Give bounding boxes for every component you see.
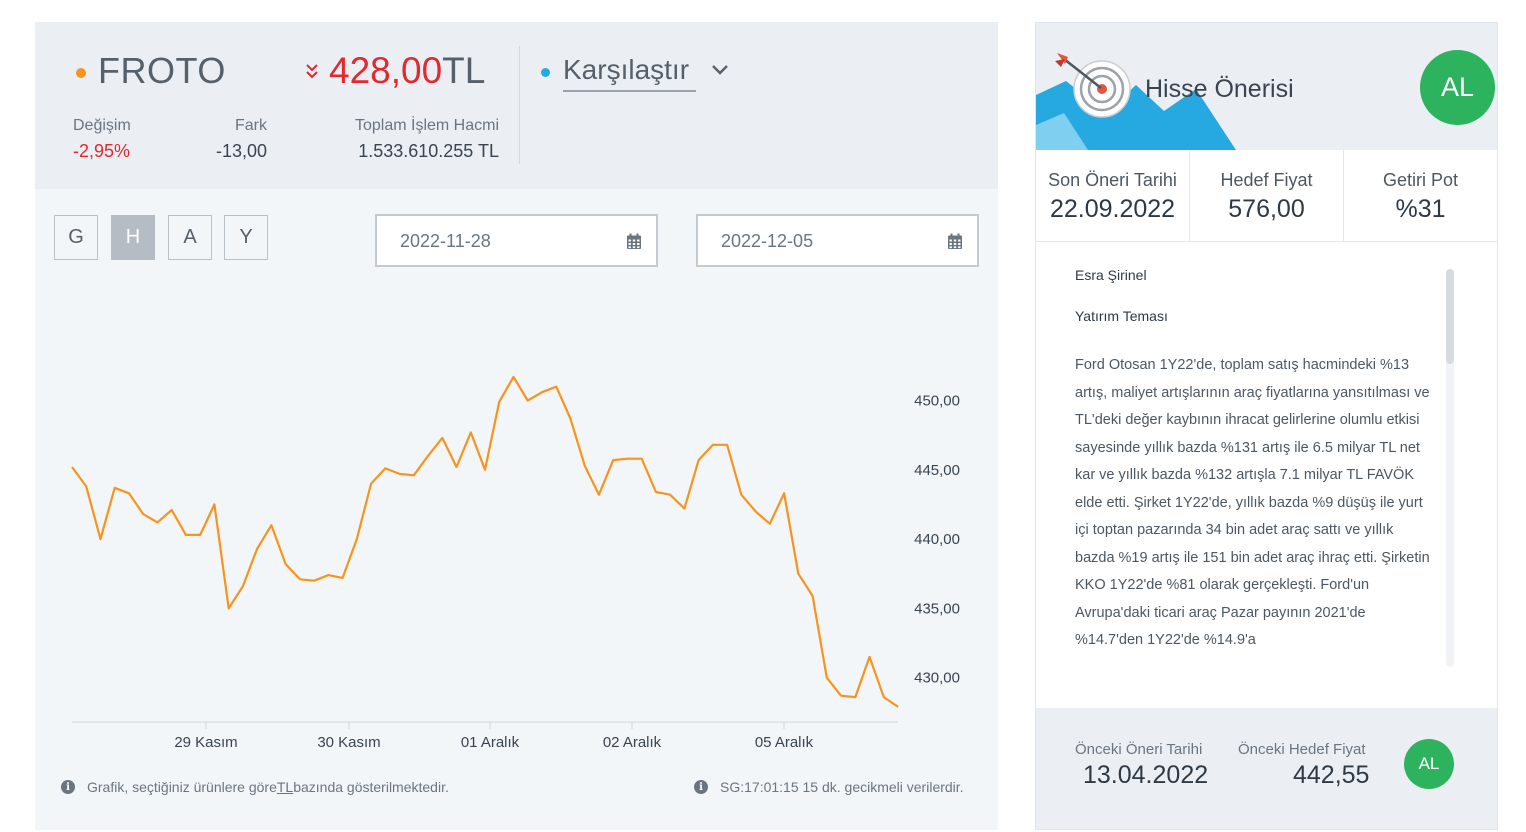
- y-tick-label: 445,00: [914, 462, 960, 479]
- investment-theme-title: Yatırım Teması: [1075, 308, 1168, 324]
- metric-label: Getiri Pot: [1382, 170, 1459, 190]
- data-delay-note: i SG:17:01:15 15 dk. gecikmeli verilerdi…: [694, 779, 964, 795]
- y-tick-label: 440,00: [914, 531, 960, 548]
- recommendation-body[interactable]: Esra Şirinel Yatırım Teması Ford Otosan …: [1036, 242, 1497, 708]
- y-tick-label: 430,00: [914, 670, 960, 687]
- prev-recommendation-badge: AL: [1404, 739, 1454, 789]
- period-button-month[interactable]: A: [168, 215, 212, 260]
- prev-target-value: 442,55: [1293, 761, 1370, 789]
- analyst-name: Esra Şirinel: [1075, 267, 1147, 283]
- period-button-week[interactable]: H: [111, 215, 155, 260]
- metric-last-date: Son Öneri Tarihi 22.09.2022: [1036, 150, 1190, 241]
- note-text-pre: Grafik, seçtiğiniz ürünlere göre: [87, 779, 277, 795]
- x-tick-label: 02 Aralık: [603, 734, 662, 751]
- period-button-year[interactable]: Y: [224, 215, 268, 260]
- target-icon: [1055, 53, 1131, 118]
- price-series-line: [71, 375, 899, 708]
- x-tick-label: 05 Aralık: [755, 734, 814, 751]
- volume-label: Toplam İşlem Hacmi: [354, 117, 499, 134]
- period-button-day[interactable]: G: [54, 215, 98, 260]
- price-line-chart[interactable]: 29 Kasım 30 Kasım 01 Aralık 02 Aralık 05 Ara…: [35, 322, 998, 762]
- price-value: 428,00: [329, 50, 443, 91]
- price-unit: TL: [442, 50, 486, 91]
- scrollbar-track[interactable]: [1446, 269, 1454, 667]
- stock-chart-panel: FROTO 428,00TL Karşılaştır Değişim -2,95…: [35, 22, 998, 830]
- delay-text: SG:17:01:15 15 dk. gecikmeli verilerdir.: [720, 779, 964, 795]
- symbol-dot: [76, 68, 86, 78]
- recommendation-header: Hisse Önerisi AL: [1036, 23, 1497, 150]
- scrollbar-thumb[interactable]: [1446, 269, 1454, 364]
- end-date-input[interactable]: 2022-12-05: [696, 214, 979, 267]
- metric-label: Hedef Fiyat: [1220, 170, 1313, 190]
- change-value: -2,95%: [73, 141, 131, 161]
- x-tick-label: 30 Kasım: [317, 734, 380, 751]
- volume-value: 1.533.610.255 TL: [358, 141, 499, 161]
- stock-header: FROTO 428,00TL Karşılaştır Değişim -2,95…: [35, 22, 998, 189]
- metric-return-potential: Getiri Pot %31: [1344, 150, 1497, 241]
- recommendation-metrics: Son Öneri Tarihi 22.09.2022 Hedef Fiyat …: [1036, 150, 1497, 242]
- metric-value: %31: [1395, 195, 1446, 223]
- metric-label: Son Öneri Tarihi: [1048, 170, 1177, 190]
- header-divider: [519, 46, 520, 164]
- double-chevron-down-icon: [306, 64, 318, 79]
- info-icon: i: [61, 780, 75, 794]
- change-label: Değişim: [73, 117, 131, 134]
- metric-value: 22.09.2022: [1049, 195, 1176, 223]
- x-axis-ticks: 29 Kasım 30 Kasım 01 Aralık 02 Aralık 05 Ara…: [174, 722, 814, 751]
- y-tick-label: 435,00: [914, 600, 960, 617]
- end-date-value: 2022-12-05: [721, 231, 814, 251]
- recommendation-text-container: Ford Otosan 1Y22'de, toplam satış hacmin…: [1075, 352, 1435, 668]
- start-date-input[interactable]: 2022-11-28: [375, 214, 658, 267]
- y-tick-label: 450,00: [914, 393, 960, 410]
- diff-value: -13,00: [215, 141, 267, 161]
- chart-currency-note: i Grafik, seçtiğiniz ürünlere göre TL ba…: [61, 779, 449, 795]
- recommendation-title: Hisse Önerisi: [1145, 75, 1294, 103]
- prev-target-label: Önceki Hedef Fiyat: [1238, 741, 1366, 758]
- note-text-post: bazında gösterilmektedir.: [293, 779, 449, 795]
- diff-label: Fark: [235, 117, 267, 134]
- chevron-down-icon[interactable]: [711, 64, 729, 76]
- compare-dropdown[interactable]: Karşılaştır: [563, 54, 696, 92]
- metric-target-price: Hedef Fiyat 576,00: [1190, 150, 1344, 241]
- stock-recommendation-panel: Hisse Önerisi AL Son Öneri Tarihi 22.09.…: [1035, 22, 1498, 830]
- recommendation-badge: AL: [1420, 50, 1495, 125]
- compare-dot: [541, 68, 550, 77]
- stock-symbol: FROTO: [98, 50, 226, 91]
- note-currency-unit: TL: [276, 779, 294, 795]
- start-date-value: 2022-11-28: [400, 231, 491, 251]
- prev-date-label: Önceki Öneri Tarihi: [1075, 741, 1203, 758]
- info-icon: i: [694, 780, 708, 794]
- metric-value: 576,00: [1228, 195, 1305, 223]
- x-tick-label: 01 Aralık: [461, 734, 520, 751]
- calendar-icon[interactable]: [626, 233, 642, 250]
- calendar-icon[interactable]: [947, 233, 963, 250]
- prev-date-value: 13.04.2022: [1083, 761, 1209, 789]
- recommendation-text: Ford Otosan 1Y22'de, toplam satış hacmin…: [1075, 357, 1430, 648]
- y-axis-ticks: 450,00 445,00 440,00 435,00 430,00: [914, 393, 960, 687]
- x-tick-label: 29 Kasım: [174, 734, 237, 751]
- stock-price: 428,00TL: [329, 50, 485, 92]
